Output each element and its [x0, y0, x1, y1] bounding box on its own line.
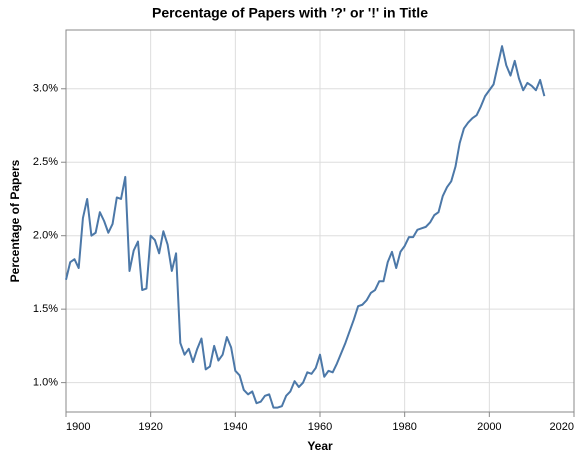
x-tick-label: 1980 [392, 421, 416, 433]
x-axis-label: Year [307, 439, 333, 453]
x-tick-label: 1900 [66, 421, 90, 433]
plot-frame [65, 29, 575, 413]
y-tick-label: 3.0% [33, 83, 58, 95]
chart-title: Percentage of Papers with '?' or '!' in … [152, 5, 428, 21]
x-tick-label: 1960 [308, 421, 332, 433]
data-line [65, 45, 546, 409]
x-tick-label: 1940 [223, 421, 247, 433]
x-tick-label: 1920 [138, 421, 162, 433]
y-tick-label: 2.5% [33, 156, 58, 168]
y-axis-label: Percentage of Papers [8, 159, 22, 282]
y-tick-label: 1.5% [33, 303, 58, 315]
y-tick-label: 1.0% [33, 377, 58, 389]
y-tick-label: 2.0% [33, 230, 58, 242]
x-tick-label: 2020 [550, 421, 574, 433]
x-tick-label: 2000 [477, 421, 501, 433]
